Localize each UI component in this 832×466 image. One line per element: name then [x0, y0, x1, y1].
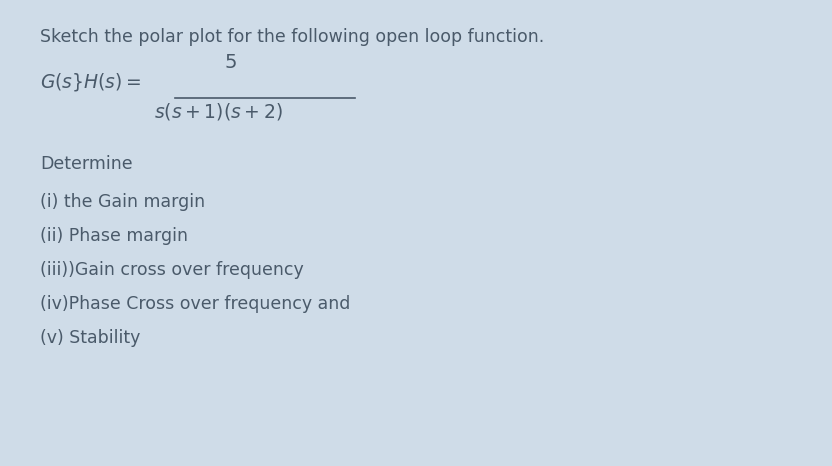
Text: $\mathit{s(s+1)(s+2)}$: $\mathit{s(s+1)(s+2)}$: [154, 102, 282, 123]
Text: Sketch the polar plot for the following open loop function.: Sketch the polar plot for the following …: [40, 28, 544, 46]
Text: (i) the Gain margin: (i) the Gain margin: [40, 193, 206, 211]
Text: $\mathit{G(s\}H(s) =}$: $\mathit{G(s\}H(s) =}$: [40, 71, 141, 93]
Text: (iv)Phase Cross over frequency and: (iv)Phase Cross over frequency and: [40, 295, 350, 313]
Text: $\mathit{5}$: $\mathit{5}$: [224, 53, 236, 71]
Text: (iii))Gain cross over frequency: (iii))Gain cross over frequency: [40, 261, 304, 279]
Text: (v) Stability: (v) Stability: [40, 329, 141, 347]
Text: (ii) Phase margin: (ii) Phase margin: [40, 227, 188, 245]
Text: Determine: Determine: [40, 155, 132, 173]
